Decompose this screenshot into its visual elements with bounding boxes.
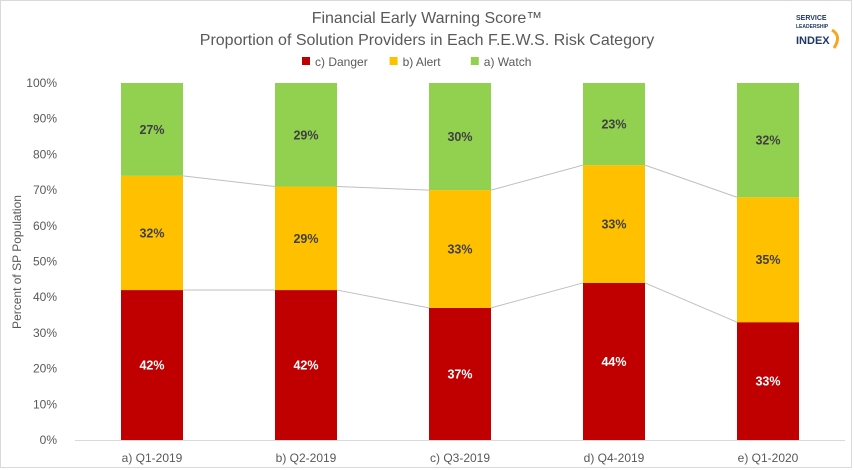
y-tick-label-7: 70% xyxy=(33,183,57,197)
bar-2-3 xyxy=(583,83,645,166)
data-label-1-1: 29% xyxy=(293,232,318,246)
bar-1-4 xyxy=(737,197,799,323)
y-tick-label-10: 100% xyxy=(26,76,57,90)
chart-subtitle: Proportion of Solution Providers in Each… xyxy=(200,32,654,49)
bar-1-0 xyxy=(121,175,183,291)
series-line-0-2 xyxy=(490,282,584,309)
bar-0-0 xyxy=(121,290,183,440)
series-line-1-1 xyxy=(336,186,430,191)
data-label-2-3: 23% xyxy=(601,118,626,132)
y-tick-label-3: 30% xyxy=(33,326,57,340)
service-leadership-index-logo: SERVICE LEADERSHIP INDEX xyxy=(796,15,839,49)
bar-0-4 xyxy=(737,322,799,440)
data-label-1-3: 33% xyxy=(601,218,626,232)
bars xyxy=(121,83,799,440)
data-label-1-0: 32% xyxy=(139,226,164,240)
data-label-2-1: 29% xyxy=(293,128,318,142)
series-line-1-2 xyxy=(490,164,584,191)
legend-swatch-0 xyxy=(302,57,310,65)
data-label-2-0: 27% xyxy=(139,123,164,137)
legend-swatch-2 xyxy=(470,57,479,65)
data-labels: 42% 32% 27% 42% 29% 29% 37% 33% 30% 44% 33% 23% 33% 3… xyxy=(139,118,780,389)
bar-0-1 xyxy=(275,290,337,440)
data-label-0-1: 42% xyxy=(293,359,318,373)
logo-line-1: SERVICE xyxy=(796,15,827,22)
y-tick-label-0: 0% xyxy=(40,433,58,447)
y-tick-label-1: 10% xyxy=(33,397,57,411)
bar-2-4 xyxy=(737,83,799,198)
logo-line-3: INDEX xyxy=(796,35,830,47)
series-line-0-1 xyxy=(336,289,430,309)
logo-swoosh-icon xyxy=(831,28,839,49)
legend-label-1: b) Alert xyxy=(403,55,442,69)
bar-2-0 xyxy=(121,83,183,176)
y-tick-label-5: 50% xyxy=(33,255,57,269)
y-axis-ticks: 0% 10% 20% 30% 40% 50% 60% 70% 80% 90% 100% xyxy=(26,76,57,447)
y-tick-label-9: 90% xyxy=(33,112,57,126)
legend-swatch-1 xyxy=(389,57,398,65)
data-label-0-3: 44% xyxy=(601,355,626,369)
chart-title: Financial Early Warning Score™ xyxy=(312,10,543,27)
x-category-label-3: d) Q4-2019 xyxy=(584,451,645,465)
data-label-2-2: 30% xyxy=(447,130,472,144)
x-category-label-1: b) Q2-2019 xyxy=(276,451,337,465)
bar-0-3 xyxy=(583,282,645,440)
series-line-1-3 xyxy=(644,164,738,198)
y-tick-label-2: 20% xyxy=(33,362,57,376)
data-label-2-4: 32% xyxy=(755,134,780,148)
x-axis-categories: a) Q1-2019 b) Q2-2019 c) Q3-2019 d) Q4-2019… xyxy=(122,451,799,465)
legend-label-0: c) Danger xyxy=(315,55,368,69)
bar-2-2 xyxy=(429,83,491,191)
y-axis-label: Percent of SP Population xyxy=(10,195,24,329)
y-tick-label-8: 80% xyxy=(33,147,57,161)
y-tick-label-4: 40% xyxy=(33,290,57,304)
legend-label-2: a) Watch xyxy=(484,55,532,69)
data-label-1-2: 33% xyxy=(447,243,472,257)
data-label-0-2: 37% xyxy=(447,367,472,381)
data-label-1-4: 35% xyxy=(755,253,780,267)
data-label-0-4: 33% xyxy=(755,375,780,389)
y-tick-label-6: 60% xyxy=(33,219,57,233)
legend: c) Danger b) Alert a) Watch xyxy=(302,55,531,69)
bar-1-1 xyxy=(275,186,337,291)
series-lines xyxy=(182,164,738,323)
series-line-0-3 xyxy=(644,282,738,323)
data-label-0-0: 42% xyxy=(139,359,164,373)
bar-2-1 xyxy=(275,83,337,187)
x-category-label-0: a) Q1-2019 xyxy=(122,451,183,465)
logo-line-2: LEADERSHIP xyxy=(796,24,829,30)
series-line-1-0 xyxy=(182,175,276,188)
bar-1-2 xyxy=(429,190,491,308)
bar-0-2 xyxy=(429,307,491,440)
bar-1-3 xyxy=(583,165,645,283)
x-category-label-4: e) Q1-2020 xyxy=(738,451,799,465)
x-category-label-2: c) Q3-2019 xyxy=(430,451,490,465)
